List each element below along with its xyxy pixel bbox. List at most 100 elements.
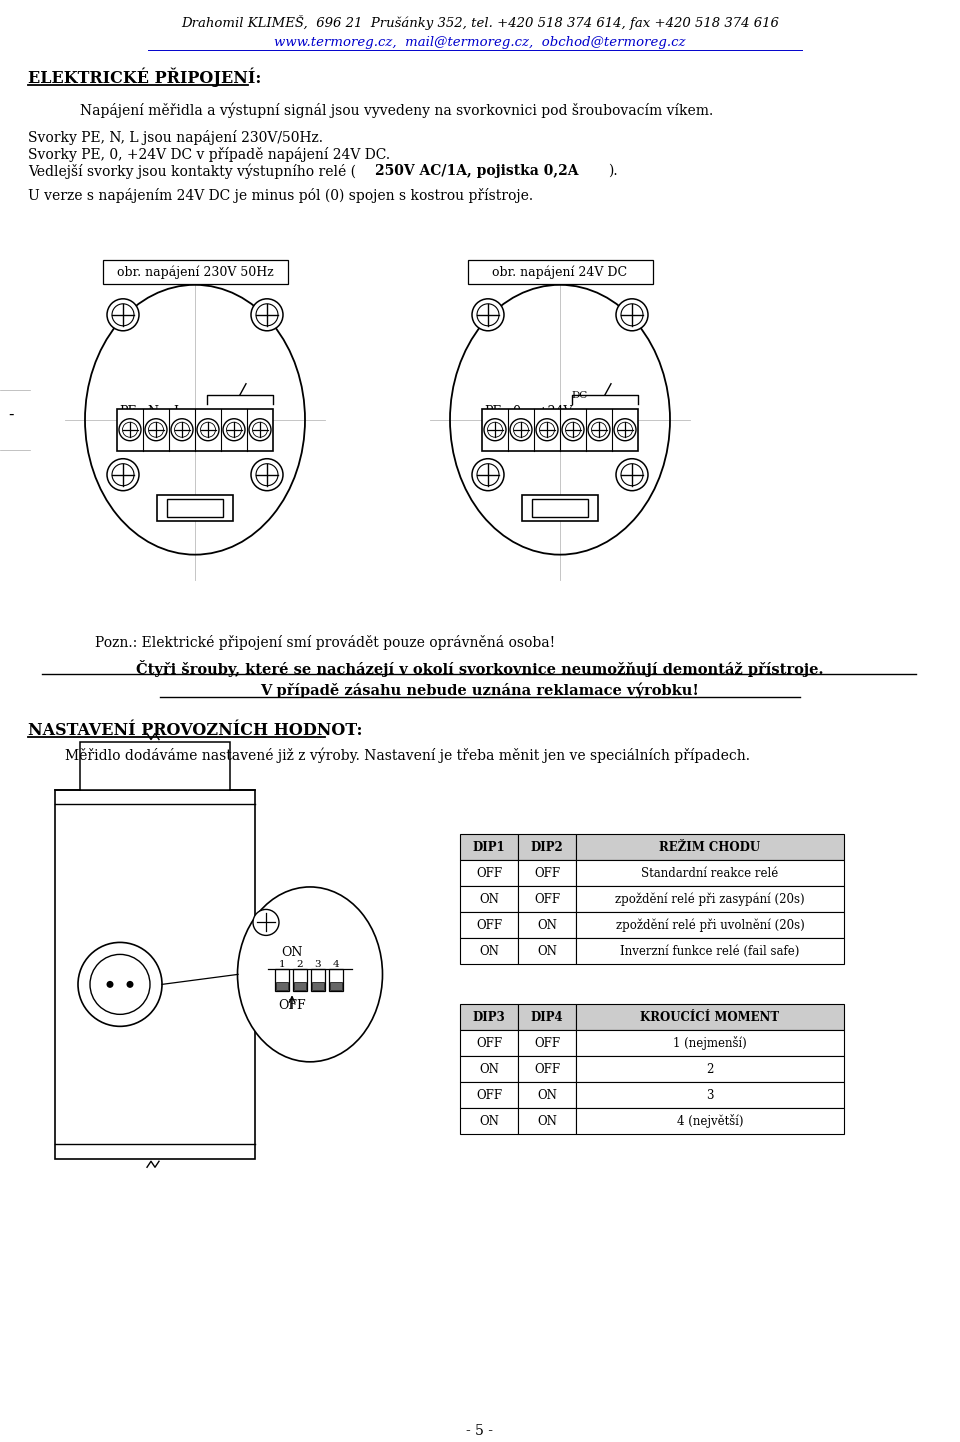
Text: OFF: OFF <box>278 999 306 1012</box>
Text: OFF: OFF <box>476 1037 502 1050</box>
Text: Inverzní funkce relé (fail safe): Inverzní funkce relé (fail safe) <box>620 945 800 957</box>
Bar <box>518 887 576 913</box>
Text: OFF: OFF <box>476 1089 502 1102</box>
Bar <box>55 790 255 1159</box>
Text: REŽIM CHODU: REŽIM CHODU <box>660 841 760 854</box>
Text: V případě zásahu nebude uznána reklamace výrobku!: V případě zásahu nebude uznána reklamace… <box>260 682 700 698</box>
Bar <box>518 835 576 861</box>
Text: 2: 2 <box>297 960 303 969</box>
Text: 2: 2 <box>707 1063 713 1076</box>
Text: 4 (největší): 4 (největší) <box>677 1115 743 1128</box>
Bar <box>294 982 306 991</box>
Bar <box>522 495 598 521</box>
Text: N: N <box>147 405 158 418</box>
Text: OFF: OFF <box>534 893 560 906</box>
Bar <box>518 939 576 965</box>
Bar <box>460 1031 518 1057</box>
Bar <box>576 835 844 861</box>
Text: obr. napájení 230V 50Hz: obr. napájení 230V 50Hz <box>116 265 274 278</box>
Bar <box>576 1005 844 1031</box>
Bar <box>518 861 576 887</box>
Text: Napájení měřidla a výstupní signál jsou vyvedeny na svorkovnici pod šroubovacím : Napájení měřidla a výstupní signál jsou … <box>80 102 713 118</box>
Text: 0: 0 <box>512 405 520 418</box>
Text: ON: ON <box>537 919 557 932</box>
Bar <box>167 499 223 516</box>
Circle shape <box>171 418 193 441</box>
Text: zpoždění relé při uvolnění (20s): zpoždění relé při uvolnění (20s) <box>615 919 804 932</box>
Circle shape <box>484 418 506 441</box>
Bar <box>103 260 287 284</box>
Circle shape <box>472 298 504 330</box>
Circle shape <box>145 418 167 441</box>
Circle shape <box>588 418 610 441</box>
Bar <box>518 1057 576 1083</box>
Bar <box>157 495 233 521</box>
Text: OFF: OFF <box>476 919 502 932</box>
Bar <box>576 1057 844 1083</box>
Text: U verze s napájením 24V DC je minus pól (0) spojen s kostrou přístroje.: U verze s napájením 24V DC je minus pól … <box>28 187 533 203</box>
Text: Vedlejší svorky jsou kontakty výstupního relé (: Vedlejší svorky jsou kontakty výstupního… <box>28 164 356 179</box>
Bar <box>460 1109 518 1135</box>
Text: www.termoreg.cz,  mail@termoreg.cz,  obchod@termoreg.cz: www.termoreg.cz, mail@termoreg.cz, obcho… <box>275 36 685 49</box>
Text: ON: ON <box>281 946 302 959</box>
Text: OFF: OFF <box>534 1063 560 1076</box>
Bar <box>468 260 653 284</box>
Text: Svorky PE, 0, +24V DC v případě napájení 24V DC.: Svorky PE, 0, +24V DC v případě napájení… <box>28 147 390 162</box>
Circle shape <box>127 981 133 988</box>
Text: Standardní reakce relé: Standardní reakce relé <box>641 867 779 880</box>
Circle shape <box>197 418 219 441</box>
Bar <box>330 982 342 991</box>
Text: - 5 -: - 5 - <box>467 1425 493 1438</box>
Bar <box>460 939 518 965</box>
Ellipse shape <box>237 887 382 1061</box>
Text: OFF: OFF <box>534 867 560 880</box>
Circle shape <box>251 459 283 490</box>
Bar <box>312 982 324 991</box>
Bar <box>460 861 518 887</box>
Bar <box>311 969 325 991</box>
Circle shape <box>536 418 558 441</box>
Bar <box>460 887 518 913</box>
Bar <box>518 1005 576 1031</box>
Text: zpoždění relé při zasypání (20s): zpoždění relé při zasypání (20s) <box>615 893 804 906</box>
Circle shape <box>616 459 648 490</box>
Text: DIP3: DIP3 <box>472 1011 505 1024</box>
Circle shape <box>562 418 584 441</box>
Text: PE: PE <box>484 405 502 418</box>
Text: -: - <box>8 407 13 423</box>
Bar <box>576 1083 844 1109</box>
Text: ON: ON <box>479 1115 499 1128</box>
Bar <box>460 1057 518 1083</box>
Circle shape <box>249 418 271 441</box>
Text: DIP1: DIP1 <box>472 841 505 854</box>
Bar <box>460 1083 518 1109</box>
Text: DC: DC <box>571 391 588 399</box>
Text: ON: ON <box>479 893 499 906</box>
Text: Pozn.: Elektrické připojení smí provádět pouze oprávněná osoba!: Pozn.: Elektrické připojení smí provádět… <box>95 634 555 649</box>
Bar <box>576 887 844 913</box>
Circle shape <box>253 910 279 936</box>
Text: NASTAVENÍ PROVOZNÍCH HODNOT:: NASTAVENÍ PROVOZNÍCH HODNOT: <box>28 721 363 738</box>
Circle shape <box>251 298 283 330</box>
Bar <box>117 408 273 451</box>
Bar <box>518 1083 576 1109</box>
Text: ON: ON <box>537 1115 557 1128</box>
Circle shape <box>107 298 139 330</box>
Text: ELEKTRICKÉ PŘIPOJENÍ:: ELEKTRICKÉ PŘIPOJENÍ: <box>28 68 261 88</box>
Text: Čtyři šrouby, které se nacházejí v okolí svorkovnice neumožňují demontáž přístro: Čtyři šrouby, které se nacházejí v okolí… <box>136 659 824 676</box>
Bar <box>329 969 343 991</box>
Text: 4: 4 <box>333 960 339 969</box>
Text: 1: 1 <box>278 960 285 969</box>
Text: DIP2: DIP2 <box>531 841 564 854</box>
Text: +24V: +24V <box>538 405 573 418</box>
Circle shape <box>107 981 113 988</box>
Bar <box>518 1031 576 1057</box>
Bar <box>460 913 518 939</box>
Text: 250V AC/1A, pojistka 0,2A: 250V AC/1A, pojistka 0,2A <box>375 164 579 177</box>
Text: ON: ON <box>479 1063 499 1076</box>
Bar <box>518 913 576 939</box>
Bar <box>576 913 844 939</box>
Bar <box>293 969 307 991</box>
Text: L: L <box>173 405 181 418</box>
Text: OFF: OFF <box>476 867 502 880</box>
